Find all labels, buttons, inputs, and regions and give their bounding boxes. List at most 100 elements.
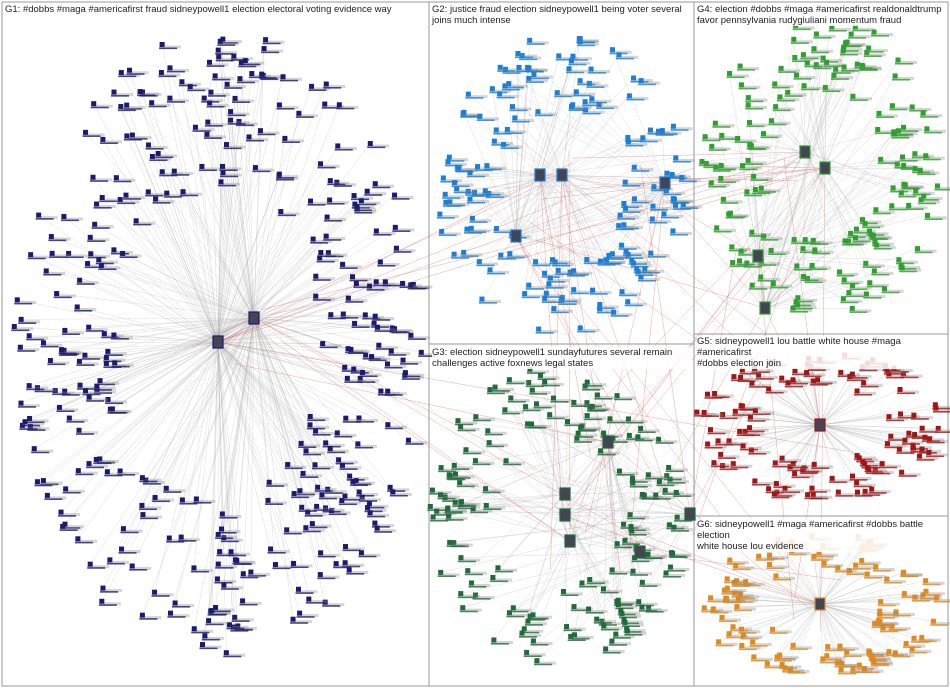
edge (217, 341, 295, 494)
inter-group-edge (561, 174, 621, 572)
node-label-shadow (751, 369, 774, 373)
group-label-g4-line2: favor pennsylvania rudygiuliani momentum… (697, 15, 902, 26)
node-label (869, 660, 888, 662)
node-label-shadow (530, 75, 553, 79)
node-label-shadow (900, 128, 923, 132)
node-label-shadow (86, 398, 109, 402)
node-label-shadow (528, 424, 551, 428)
node-label (494, 570, 513, 573)
node-label-shadow (201, 99, 224, 103)
edge (764, 240, 814, 309)
node-label (191, 631, 210, 634)
node-label-shadow (621, 623, 644, 627)
node (888, 433, 894, 439)
node-label-shadow (593, 620, 616, 624)
node (66, 250, 72, 256)
node (159, 42, 165, 48)
node-label (893, 614, 912, 617)
node-label (877, 604, 896, 607)
node (452, 499, 458, 505)
node (670, 550, 676, 556)
node-label-shadow (407, 336, 430, 340)
node (205, 119, 211, 125)
node-label-shadow (732, 566, 755, 570)
node-label-shadow (801, 86, 824, 90)
node-label-shadow (40, 343, 63, 347)
node-label (364, 194, 383, 196)
node (606, 252, 612, 258)
node-label-shadow (276, 105, 299, 109)
node-label (625, 144, 644, 147)
node-label (309, 526, 328, 529)
edge (68, 253, 219, 343)
node-label (899, 270, 918, 273)
node-label-shadow (506, 254, 529, 258)
node-label (86, 466, 105, 469)
node (680, 201, 686, 207)
node (232, 614, 238, 620)
node-label-shadow (303, 451, 326, 455)
node-label-shadow (631, 558, 654, 562)
node (621, 617, 627, 623)
node (158, 70, 164, 76)
node-label-shadow (58, 513, 81, 517)
node (804, 60, 810, 66)
node-label (534, 114, 553, 117)
node-label-shadow (198, 167, 221, 171)
edge (764, 265, 813, 309)
edge (218, 317, 255, 565)
node-label-shadow (882, 367, 905, 371)
node-label (75, 473, 94, 476)
node-label (445, 519, 464, 521)
node-label (838, 672, 857, 675)
node (636, 599, 642, 605)
node-label (392, 230, 411, 232)
node-label (487, 272, 506, 275)
node (656, 436, 662, 442)
hub-node-avatar (559, 508, 571, 522)
node-label-shadow (842, 43, 865, 47)
edge (196, 341, 219, 499)
node-label-shadow (305, 600, 328, 604)
node-label-shadow (875, 621, 898, 625)
node-label (746, 125, 765, 128)
node-label-shadow (858, 561, 881, 565)
node-label-shadow (518, 634, 541, 638)
edge (764, 106, 913, 309)
edge (539, 174, 553, 260)
node-label-shadow (309, 524, 332, 528)
node (149, 100, 155, 106)
node-label-shadow (660, 214, 683, 218)
node-label-shadow (117, 107, 140, 111)
edge (524, 174, 541, 294)
node (598, 448, 604, 454)
node (232, 95, 238, 101)
edge (96, 317, 255, 460)
node-label-shadow (87, 254, 110, 258)
edge (253, 195, 355, 319)
edge (718, 603, 821, 642)
node (850, 665, 856, 671)
node-label-shadow (236, 79, 259, 83)
edge (746, 167, 826, 264)
edge (253, 317, 276, 565)
node-label (663, 193, 682, 196)
node (925, 212, 931, 218)
node (912, 166, 918, 172)
node (629, 257, 635, 263)
node (862, 221, 868, 227)
node-label (663, 575, 682, 578)
node-label-shadow (98, 266, 121, 270)
node-label-shadow (353, 207, 376, 211)
node-label (219, 169, 238, 172)
node (640, 135, 646, 141)
edge (807, 62, 826, 169)
node (434, 508, 440, 514)
node (877, 618, 883, 624)
node-label-shadow (866, 653, 889, 657)
node-label-shadow (437, 495, 460, 499)
node (451, 462, 457, 468)
node-label-shadow (163, 194, 186, 198)
node-label-shadow (509, 107, 532, 111)
node (362, 312, 368, 318)
